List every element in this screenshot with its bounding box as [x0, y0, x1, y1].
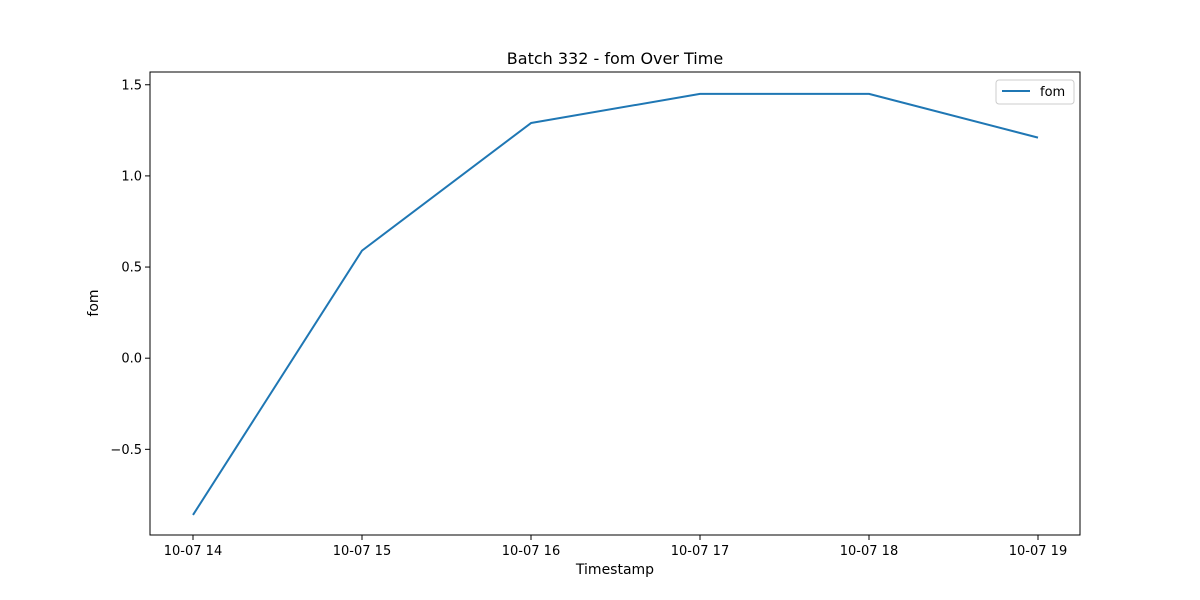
plot-frame: [149, 71, 1081, 536]
chart-title: Batch 332 - fom Over Time: [507, 49, 723, 68]
axis-ticks: 10-07 14 10-07 15 10-07 16 10-07 17 10-07 18…: [110, 78, 1067, 559]
y-axis-label: fom: [86, 289, 102, 316]
y-tick-label: −0.5: [110, 443, 142, 458]
legend-box: [995, 79, 1075, 105]
series-line-fom: [192, 92, 1039, 516]
y-tick-label: 0.0: [121, 352, 142, 367]
y-tick-label: 0.5: [121, 261, 142, 276]
x-tick-label: 10-07 14: [164, 544, 222, 559]
y-tick-label: 1.0: [121, 169, 142, 184]
x-tick-label: 10-07 17: [671, 544, 729, 559]
legend-label: fom: [1040, 85, 1065, 100]
legend: fom: [995, 79, 1075, 105]
plot-area: [192, 92, 1039, 516]
y-tick-label: 1.5: [121, 78, 142, 93]
x-tick-label: 10-07 15: [333, 544, 391, 559]
x-tick-label: 10-07 18: [840, 544, 898, 559]
x-axis-label: Timestamp: [575, 562, 654, 578]
x-tick-label: 10-07 16: [502, 544, 560, 559]
x-tick-label: 10-07 19: [1009, 544, 1067, 559]
